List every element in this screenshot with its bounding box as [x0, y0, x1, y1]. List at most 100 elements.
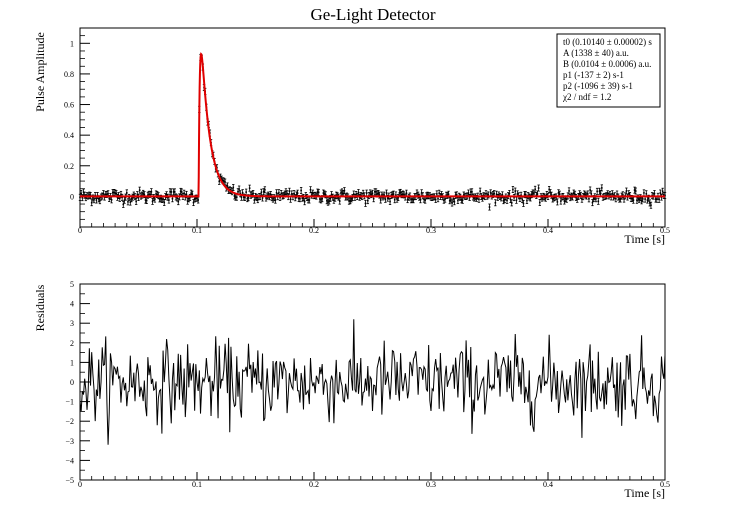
stats-t0: t0 (0.10140 ± 0.00002) s	[563, 37, 652, 47]
data-point	[661, 190, 664, 193]
stats-box-frame	[556, 33, 661, 108]
data-point	[357, 191, 360, 194]
bottom-panel: −5 −4 −3 −2 −1 0 1 2 3 4 5 0 0.1 0.2 0.3 0.4 0.5 Residu…	[33, 280, 670, 500]
data-point	[273, 196, 276, 199]
data-point	[355, 193, 357, 196]
data-point	[220, 178, 223, 180]
data-point	[431, 196, 433, 199]
data-point	[127, 201, 129, 203]
data-point	[151, 200, 154, 203]
data-point	[165, 193, 168, 196]
data-point	[531, 192, 534, 194]
data-point	[253, 199, 256, 201]
data-point	[622, 194, 624, 196]
stats-b: B (0.0104 ± 0.0006) a.u.	[563, 59, 651, 69]
data-point	[319, 198, 321, 200]
data-point	[247, 196, 250, 199]
data-point	[467, 192, 470, 194]
data-point	[501, 194, 504, 196]
data-point	[448, 199, 451, 202]
x-tick-label: 0.2	[309, 226, 319, 235]
data-point	[450, 198, 452, 200]
data-point	[597, 200, 600, 203]
data-point	[650, 204, 652, 207]
data-point	[104, 193, 107, 196]
x-tick-label: 0.4	[543, 226, 553, 235]
bottom-x-axis: 0 0.1 0.2 0.3 0.4 0.5	[78, 472, 670, 489]
data-point	[638, 198, 641, 201]
data-point	[244, 196, 246, 199]
data-point	[338, 200, 341, 202]
data-point	[335, 194, 338, 196]
data-point	[391, 194, 394, 196]
data-point	[143, 193, 146, 196]
data-point	[383, 194, 385, 196]
data-point	[145, 199, 148, 202]
data-point	[521, 198, 524, 201]
data-point	[180, 191, 183, 193]
data-point	[473, 197, 476, 199]
data-point	[451, 202, 453, 204]
data-point	[640, 199, 643, 202]
y-tick-label: −4	[65, 456, 74, 465]
data-point	[478, 198, 480, 201]
data-point	[326, 199, 328, 202]
data-point	[265, 197, 267, 199]
data-point	[416, 192, 418, 194]
data-point	[293, 192, 295, 195]
data-point	[390, 194, 393, 197]
data-point	[553, 197, 555, 199]
y-tick-label: 1	[70, 358, 74, 367]
data-point	[402, 193, 404, 195]
data-point	[110, 199, 113, 201]
data-point	[643, 192, 645, 194]
x-tick-label: 0.3	[426, 480, 436, 489]
data-point	[144, 199, 147, 201]
x-tick-label: 0.3	[426, 226, 436, 235]
data-point	[370, 193, 373, 196]
data-point	[95, 199, 98, 201]
data-point	[625, 190, 628, 192]
data-point	[235, 196, 238, 198]
stats-a: A (1338 ± 40) a.u.	[563, 48, 629, 58]
data-point	[169, 190, 171, 193]
data-point	[488, 206, 491, 208]
data-point	[245, 191, 247, 193]
y-tick-label: 5	[70, 280, 74, 289]
data-point	[189, 196, 191, 199]
data-point	[142, 192, 144, 195]
data-point	[633, 189, 636, 191]
data-point	[437, 197, 439, 200]
data-point	[312, 192, 314, 194]
data-point	[588, 198, 590, 200]
data-point	[137, 196, 140, 199]
data-point	[581, 198, 583, 201]
data-point	[534, 188, 536, 191]
data-point	[241, 191, 244, 194]
data-point	[349, 199, 352, 202]
data-point	[513, 196, 515, 199]
data-point	[584, 194, 587, 196]
data-point	[494, 201, 497, 204]
data-point	[378, 194, 381, 196]
data-point	[233, 195, 236, 197]
data-point	[411, 198, 414, 200]
data-point	[150, 190, 153, 193]
top-x-label: Time [s]	[624, 232, 665, 246]
data-point	[329, 197, 332, 200]
data-point	[515, 199, 518, 202]
data-point	[377, 192, 380, 195]
data-point	[223, 180, 225, 182]
data-point	[400, 193, 403, 196]
data-point	[330, 193, 333, 196]
data-point	[188, 197, 190, 200]
y-tick-label: 1	[70, 39, 74, 48]
data-point	[278, 191, 280, 194]
top-y-axis: 0 0.2 0.4 0.6 0.8 1	[64, 27, 90, 220]
data-point	[362, 192, 364, 195]
data-point	[226, 185, 229, 187]
data-point	[541, 197, 543, 199]
data-point	[176, 197, 178, 199]
data-point	[314, 194, 316, 197]
